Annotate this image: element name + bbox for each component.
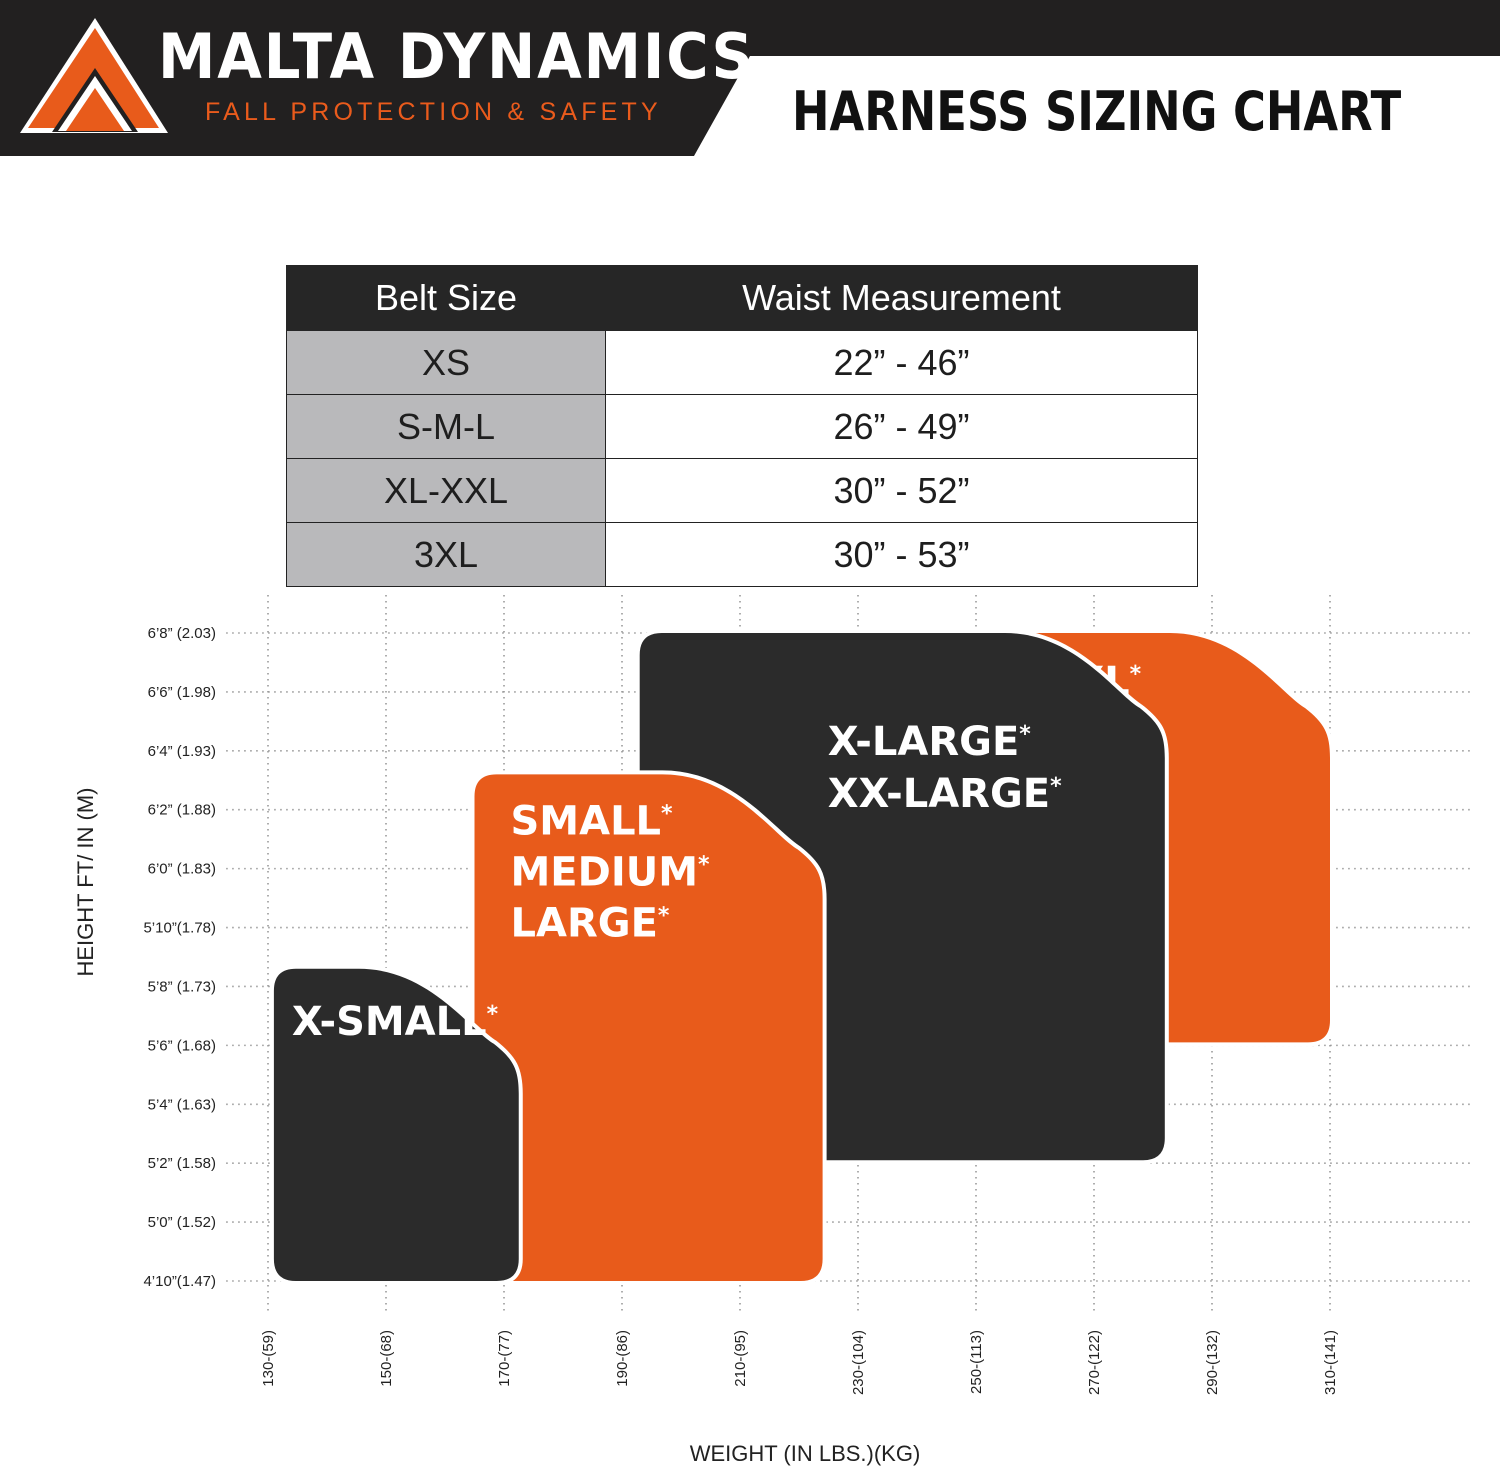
table-row: 3XL 30” - 53” bbox=[286, 522, 1198, 587]
brand-name: MALTA DYNAMICS bbox=[158, 20, 755, 93]
malta-dynamics-logo-icon bbox=[20, 18, 168, 133]
size-zones: 3XL*X-LARGE*XX-LARGE*SMALL*MEDIUM*LARGE*… bbox=[269, 629, 1334, 1285]
page-title: HARNESS SIZING CHART bbox=[792, 80, 1402, 143]
y-tick-label: 4’10”(1.47) bbox=[143, 1273, 216, 1290]
table-row: XL-XXL 30” - 52” bbox=[286, 458, 1198, 523]
waist-measurement-cell: 22” - 46” bbox=[605, 330, 1198, 395]
x-tick-label: 150-(68) bbox=[378, 1330, 395, 1387]
size-zone-label: LARGE* bbox=[511, 900, 670, 946]
column-header-waist-measurement: Waist Measurement bbox=[605, 265, 1198, 331]
x-axis-title: WEIGHT (IN LBS.)(KG) bbox=[690, 1441, 921, 1466]
belt-size-cell: XL-XXL bbox=[286, 458, 606, 523]
size-zone-shape bbox=[269, 964, 523, 1285]
size-zone-shape bbox=[470, 770, 827, 1285]
axis-ticks: 6’8” (2.03) 6’6” (1.98) 6’4” (1.93) 6’2” (1… bbox=[143, 625, 1339, 1395]
y-tick-label: 6’4” (1.93) bbox=[148, 743, 216, 760]
header-band bbox=[0, 0, 1500, 156]
size-zone-label: XX-LARGE* bbox=[828, 771, 1062, 817]
belt-size-cell: S-M-L bbox=[286, 394, 606, 459]
y-tick-label: 5’2” (1.58) bbox=[148, 1155, 216, 1172]
waist-measurement-cell: 26” - 49” bbox=[605, 394, 1198, 459]
size-zone: X-SMALL* bbox=[269, 964, 523, 1285]
x-tick-label: 290-(132) bbox=[1204, 1330, 1221, 1395]
size-zone-label: X-LARGE* bbox=[828, 719, 1032, 765]
y-axis-title: HEIGHT FT/ IN (M) bbox=[73, 787, 98, 976]
harness-sizing-chart: 3XL*X-LARGE*XX-LARGE*SMALL*MEDIUM*LARGE*… bbox=[73, 595, 1471, 1466]
x-tick-label: 310-(141) bbox=[1322, 1330, 1339, 1395]
belt-size-cell: XS bbox=[286, 330, 606, 395]
waist-measurement-cell: 30” - 53” bbox=[605, 522, 1198, 587]
table-row: S-M-L 26” - 49” bbox=[286, 394, 1198, 459]
x-tick-label: 270-(122) bbox=[1086, 1330, 1103, 1395]
table-header-row: Belt Size Waist Measurement bbox=[286, 265, 1198, 331]
waist-measurement-cell: 30” - 52” bbox=[605, 458, 1198, 523]
y-tick-label: 5’4” (1.63) bbox=[148, 1096, 216, 1113]
y-tick-label: 6’8” (2.03) bbox=[148, 625, 216, 642]
brand-tagline: FALL PROTECTION & SAFETY bbox=[205, 98, 662, 126]
y-tick-label: 6’0” (1.83) bbox=[148, 861, 216, 878]
y-tick-label: 5’0” (1.52) bbox=[148, 1214, 216, 1231]
x-tick-label: 230-(104) bbox=[850, 1330, 867, 1395]
x-tick-label: 190-(86) bbox=[614, 1330, 631, 1387]
size-zone-label: MEDIUM* bbox=[511, 849, 711, 895]
y-tick-label: 6’2” (1.88) bbox=[148, 802, 216, 819]
x-tick-label: 170-(77) bbox=[496, 1330, 513, 1387]
belt-size-cell: 3XL bbox=[286, 522, 606, 587]
y-tick-label: 5’10”(1.78) bbox=[143, 920, 216, 937]
x-tick-label: 210-(95) bbox=[732, 1330, 749, 1387]
size-zone-label: SMALL* bbox=[511, 798, 674, 844]
belt-size-table: Belt Size Waist Measurement XS 22” - 46”… bbox=[286, 265, 1198, 587]
x-tick-label: 130-(59) bbox=[260, 1330, 277, 1387]
y-tick-label: 5’6” (1.68) bbox=[148, 1037, 216, 1054]
size-zone: SMALL* MEDIUM* LARGE* bbox=[470, 770, 827, 1285]
y-tick-label: 6’6” (1.98) bbox=[148, 684, 216, 701]
table-row: XS 22” - 46” bbox=[286, 330, 1198, 395]
size-zone-label: X-SMALL* bbox=[292, 999, 499, 1045]
column-header-belt-size: Belt Size bbox=[286, 265, 606, 331]
x-tick-label: 250-(113) bbox=[968, 1330, 985, 1394]
y-tick-label: 5’8” (1.73) bbox=[148, 978, 216, 995]
